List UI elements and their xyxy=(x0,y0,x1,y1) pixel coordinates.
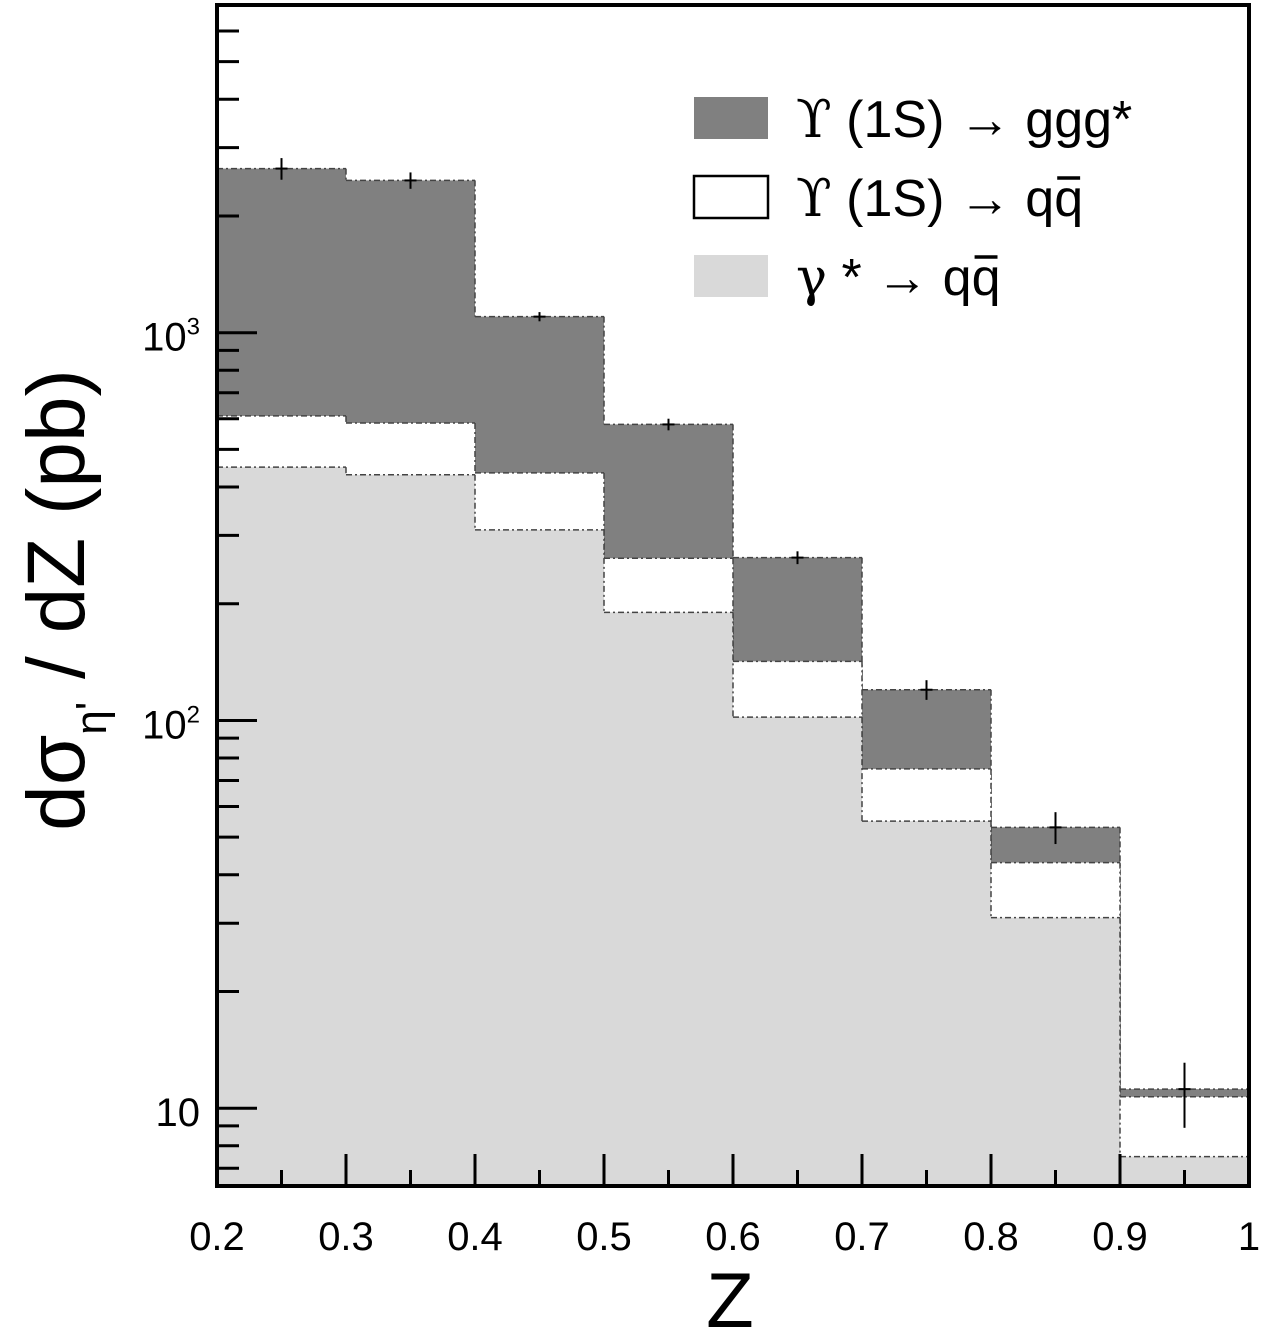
x-tick-label: 1 xyxy=(1238,1215,1260,1259)
error-bars xyxy=(275,158,1191,1128)
bar xyxy=(862,821,991,1186)
legend-swatch xyxy=(694,255,768,297)
y-axis-title-rest: / dZ (pb) xyxy=(11,369,102,702)
y-axis-title-main: dσ xyxy=(11,735,102,831)
legend-label: ϒ (1S) → qq xyxy=(796,169,1083,229)
y-tick-label: 102 xyxy=(142,701,200,747)
bar xyxy=(217,467,346,1186)
x-tick-label: 0.8 xyxy=(963,1215,1019,1259)
y-axis-title: dση' / dZ (pb) xyxy=(11,369,116,831)
x-axis-title: Z xyxy=(706,1256,754,1333)
bar xyxy=(733,717,862,1186)
legend-label: γ * → qq xyxy=(796,248,1001,308)
x-tick-label: 0.6 xyxy=(705,1215,761,1259)
x-tick-label: 0.5 xyxy=(576,1215,632,1259)
x-tick-label: 0.7 xyxy=(834,1215,890,1259)
plot-frame xyxy=(215,3,1251,1188)
legend-swatch xyxy=(692,174,770,220)
legend-label: ϒ (1S) → ggg* xyxy=(796,90,1132,150)
bar xyxy=(346,474,475,1186)
x-tick-label: 0.2 xyxy=(189,1215,245,1259)
legend: ϒ (1S) → ggg* ϒ (1S) → qq γ * → qq xyxy=(692,90,1132,308)
bar xyxy=(991,917,1120,1186)
y-axis-title-subscript: η' xyxy=(67,702,116,735)
legend-swatch xyxy=(694,97,768,139)
x-tick-label: 0.3 xyxy=(318,1215,374,1259)
y-tick-label: 10 xyxy=(156,1091,201,1135)
y-tick-label: 103 xyxy=(142,314,200,360)
y-tick-labels: 10 102 103 xyxy=(142,314,200,1136)
x-tick-labels: 0.2 0.3 0.4 0.5 0.6 0.7 0.8 0.9 1 xyxy=(189,1215,1260,1259)
x-tick-label: 0.4 xyxy=(447,1215,503,1259)
bar xyxy=(475,529,604,1186)
histogram-bars xyxy=(217,167,1249,1186)
x-tick-label: 0.9 xyxy=(1092,1215,1148,1259)
bar xyxy=(604,612,733,1186)
